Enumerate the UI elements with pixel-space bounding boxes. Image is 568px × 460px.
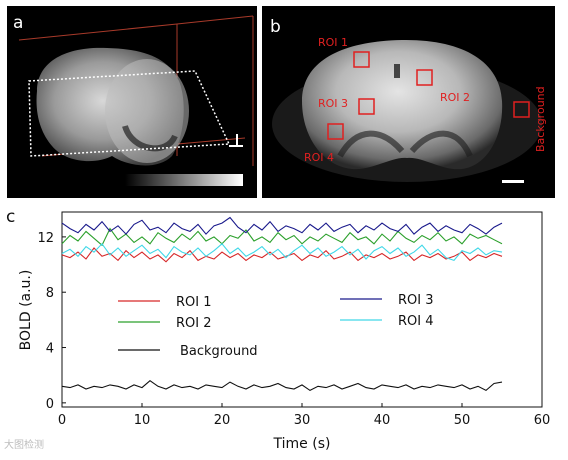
roi-background-label: Background <box>534 86 547 152</box>
roi-1-label: ROI 1 <box>318 36 348 49</box>
y-axis-label: BOLD (a.u.) <box>18 270 34 351</box>
roi-3-box <box>358 98 375 115</box>
x-tick-label-1: 10 <box>134 413 151 428</box>
y-tick-label-3: 12 <box>37 231 54 246</box>
series-line-roi-2 <box>61 227 503 247</box>
roi-3-label: ROI 3 <box>318 97 348 110</box>
panel-a-figure: a <box>7 6 257 198</box>
x-tick-label-0: 0 <box>58 413 66 428</box>
x-axis-label: Time (s) <box>273 436 331 452</box>
series-line-roi-3 <box>61 216 503 235</box>
panel-b-slice: ROI 1 ROI 2 ROI 3 ROI 4 Background b <box>262 6 555 198</box>
roi-background-box <box>513 101 530 118</box>
x-tick-label-4: 40 <box>374 413 391 428</box>
x-tick-label-5: 50 <box>454 413 471 428</box>
roi-4-box <box>327 123 344 140</box>
y-tick-label-0: 0 <box>46 397 54 412</box>
roi-2-label: ROI 2 <box>440 91 470 104</box>
panel-a-label: a <box>13 13 23 33</box>
legend-label-roi-1: ROI 1 <box>176 295 212 310</box>
series-line-roi-1 <box>61 247 503 263</box>
series-line-roi-4 <box>61 242 503 262</box>
intensity-colorbar <box>125 174 243 186</box>
series-line-background <box>61 380 503 392</box>
roi-4-label: ROI 4 <box>304 151 334 164</box>
x-tick-label-6: 60 <box>534 413 551 428</box>
legend-label-roi-4: ROI 4 <box>398 314 434 329</box>
x-tick-label-2: 20 <box>214 413 231 428</box>
watermark: 大图检测 <box>4 440 44 451</box>
roi-2-box <box>416 69 433 86</box>
legend-label-roi-2: ROI 2 <box>176 316 212 331</box>
panel-b-figure: ROI 1 ROI 2 ROI 3 ROI 4 Background b <box>262 6 555 198</box>
panel-a-3d-rendering: a <box>7 6 257 198</box>
brain-cross-section <box>105 59 189 163</box>
x-tick-label-3: 30 <box>294 413 311 428</box>
y-tick-label-2: 8 <box>46 286 54 301</box>
panel-b-label: b <box>270 17 281 37</box>
y-tick-label-1: 4 <box>46 342 54 357</box>
roi-1-box <box>353 51 370 68</box>
plot-frame <box>61 211 543 408</box>
scale-bar <box>502 180 524 183</box>
axis-indicator <box>229 134 243 147</box>
legend: ROI 1 ROI 2 ROI 3 ROI 4 Background <box>118 293 434 359</box>
panel-c-label: c <box>6 207 15 227</box>
legend-label-roi-3: ROI 3 <box>398 293 434 308</box>
legend-label-background: Background <box>180 344 258 359</box>
